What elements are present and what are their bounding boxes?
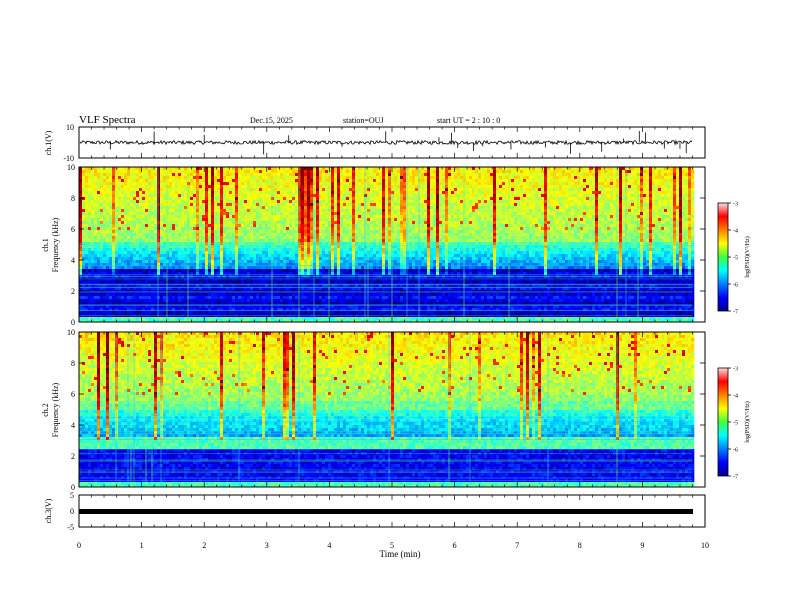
station-label: station=OUJ [343,116,384,125]
ch2-spectrogram-image [79,332,695,487]
ch3-ytick-top: 5 [70,491,74,500]
ytick-label: 10 [67,328,75,337]
ytick-label: 6 [71,225,75,234]
colorbar-tick-label: -7 [733,475,738,481]
colorbar-tick-label: -3 [733,367,738,373]
ytick-label: 0 [71,318,75,327]
figure-title: VLF Spectra [79,114,136,126]
ytick-label: 4 [71,256,75,265]
ch3-ytick-bottom: -5 [67,523,74,532]
ch2-frequency-label: Frequency (kHz) [51,382,60,437]
ch1-frequency-label: Frequency (kHz) [51,217,60,272]
xtick-label: 5 [390,541,394,550]
ch1-waveform-ylabel: ch.1(V) [44,130,53,155]
ytick-label: 6 [71,390,75,399]
ytick-label: 2 [71,452,75,461]
time-axis-label: Time (min) [380,549,421,559]
xtick-label: 7 [515,541,519,550]
colorbar-tick-label: -5 [733,421,738,427]
ch2-colorbar-gradient [717,367,729,477]
time-axis-tick-labels: 0 1 2 3 4 5 6 7 8 9 10 [77,541,709,550]
ch1-colorbar-gradient [717,202,729,312]
ch2-colorbar-ticks: -3 -4 -5 -6 -7 [728,367,738,481]
ch1-spectrogram-image [79,167,695,322]
date-label: Dec.15, 2025 [250,116,293,125]
ch1-ytick-top: 10 [66,123,74,132]
colorbar-tick-label: -3 [733,202,738,208]
xtick-label: 2 [202,541,206,550]
ch1-spectrogram-yticks: 0 2 4 6 8 10 [67,163,705,327]
ch2-spectrogram-ylabel: ch.2 [41,403,50,417]
ch2-spectrogram-panel: 0 2 4 6 8 10 ch.2 Frequency (kHz) [41,328,706,492]
xtick-label: 6 [453,541,457,550]
start-time-label: start UT = 2 : 10 : 0 [437,116,500,125]
ch1-spectrogram-ylabel: ch.1 [41,238,50,252]
ch1-spectrogram-panel: 0 2 4 6 8 10 ch.1 Frequency (kHz) [41,163,706,327]
xtick-label: 4 [327,541,331,550]
ytick-label: 2 [71,287,75,296]
xtick-label: 9 [640,541,644,550]
ytick-label: 8 [71,194,75,203]
xtick-label: 0 [77,541,81,550]
colorbar-tick-label: -5 [733,256,738,262]
ch2-spectrogram-yticks: 0 2 4 6 8 10 [67,328,705,492]
ytick-label: 8 [71,359,75,368]
ch2-colorbar-label: log(PSD)(V²/Hz) [744,401,751,442]
xtick-label: 8 [578,541,582,550]
colorbar-tick-label: -6 [733,283,738,289]
ch1-spikes [109,131,687,155]
ytick-label: 10 [67,163,75,172]
ch3-waveform-line [79,509,693,514]
colorbar-tick-label: -4 [733,229,738,235]
colorbar-tick-label: -4 [733,394,738,400]
ytick-label: 4 [71,421,75,430]
ch1-ytick-bottom: -10 [63,154,74,163]
ch1-waveform-panel: 10 -10 ch.1(V) [44,123,706,163]
xtick-label: 3 [265,541,269,550]
ch1-colorbar-ticks: -3 -4 -5 -6 -7 [728,202,738,316]
ch1-colorbar-label: log(PSD)(V²/Hz) [744,236,751,277]
ch3-waveform-ylabel: ch.3(V) [44,498,53,523]
xtick-label: 1 [140,541,144,550]
colorbar-tick-label: -6 [733,448,738,454]
ytick-label: 0 [71,483,75,492]
time-axis-ticks [78,127,706,527]
ch1-colorbar: -3 -4 -5 -6 -7 log(PSD)(V²/Hz) [717,202,751,316]
ch2-colorbar: -3 -4 -5 -6 -7 log(PSD)(V²/Hz) [717,367,751,481]
colorbar-tick-label: -7 [733,310,738,316]
xtick-label: 10 [701,541,709,550]
ch3-ytick-mid: 0 [70,507,74,516]
ch3-waveform-panel: 5 0 -5 ch.3(V) [44,491,706,532]
